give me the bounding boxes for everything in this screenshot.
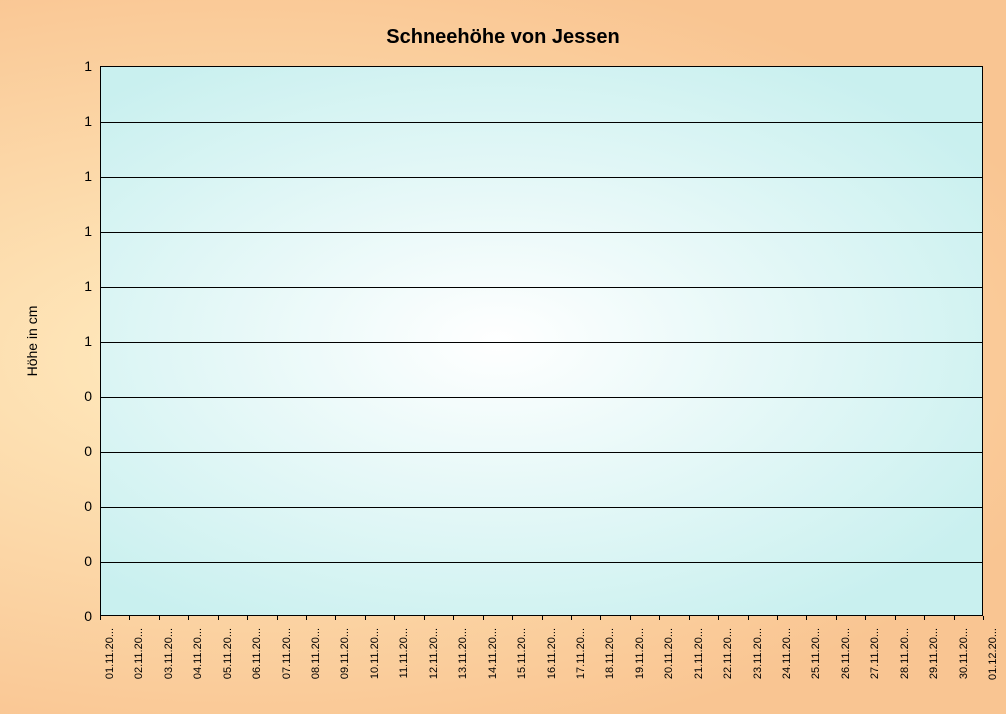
x-tick-label: 17.11.20...: [575, 628, 587, 679]
y-tick-label: 0: [52, 608, 92, 624]
x-tick-mark: [895, 616, 896, 620]
y-tick-label: 1: [52, 278, 92, 294]
gridline: [101, 122, 982, 123]
x-tick-label: 24.11.20...: [781, 628, 793, 679]
x-tick-label: 01.11.20...: [104, 628, 116, 679]
x-tick-mark: [188, 616, 189, 620]
x-tick-label: 29.11.20...: [928, 628, 940, 679]
x-tick-label: 15.11.20...: [516, 628, 528, 679]
chart-title: Schneehöhe von Jessen: [0, 26, 1006, 49]
x-tick-mark: [306, 616, 307, 620]
x-tick-mark: [424, 616, 425, 620]
x-tick-label: 27.11.20...: [869, 628, 881, 679]
x-tick-mark: [100, 616, 101, 620]
x-tick-label: 25.11.20...: [810, 628, 822, 679]
y-axis-label: Höhe in cm: [24, 306, 40, 377]
x-tick-label: 18.11.20...: [604, 628, 616, 679]
gridline: [101, 452, 982, 453]
x-tick-mark: [836, 616, 837, 620]
y-tick-label: 0: [52, 443, 92, 459]
gridline: [101, 232, 982, 233]
x-tick-label: 19.11.20...: [634, 628, 646, 679]
x-tick-mark: [748, 616, 749, 620]
x-tick-label: 08.11.20...: [310, 628, 322, 679]
y-tick-label: 1: [52, 113, 92, 129]
x-tick-mark: [571, 616, 572, 620]
gridline: [101, 562, 982, 563]
x-tick-mark: [394, 616, 395, 620]
y-tick-label: 1: [52, 223, 92, 239]
x-tick-mark: [806, 616, 807, 620]
plot-area: [100, 66, 983, 616]
x-tick-label: 30.11.20...: [958, 628, 970, 679]
x-tick-label: 10.11.20...: [369, 628, 381, 679]
gridline: [101, 287, 982, 288]
x-tick-mark: [983, 616, 984, 620]
chart-container: Schneehöhe von Jessen Höhe in cm 0000011…: [0, 0, 1006, 714]
x-tick-label: 07.11.20...: [281, 628, 293, 679]
x-tick-label: 28.11.20...: [899, 628, 911, 679]
x-tick-mark: [630, 616, 631, 620]
x-tick-mark: [600, 616, 601, 620]
x-tick-mark: [247, 616, 248, 620]
x-tick-label: 04.11.20...: [192, 628, 204, 679]
y-tick-label: 0: [52, 498, 92, 514]
x-tick-label: 12.11.20...: [428, 628, 440, 679]
x-tick-mark: [865, 616, 866, 620]
gridline: [101, 397, 982, 398]
x-tick-label: 20.11.20...: [663, 628, 675, 679]
x-tick-mark: [689, 616, 690, 620]
x-tick-mark: [777, 616, 778, 620]
x-tick-label: 22.11.20...: [722, 628, 734, 679]
x-tick-mark: [542, 616, 543, 620]
x-tick-mark: [512, 616, 513, 620]
gridline: [101, 177, 982, 178]
x-tick-mark: [218, 616, 219, 620]
x-tick-label: 26.11.20...: [840, 628, 852, 679]
x-tick-mark: [954, 616, 955, 620]
x-tick-label: 05.11.20...: [222, 628, 234, 679]
x-tick-label: 03.11.20...: [163, 628, 175, 679]
y-tick-label: 1: [52, 168, 92, 184]
x-tick-mark: [159, 616, 160, 620]
x-tick-mark: [718, 616, 719, 620]
x-tick-label: 11.11.20...: [398, 628, 410, 678]
x-tick-label: 06.11.20...: [251, 628, 263, 679]
y-tick-label: 1: [52, 58, 92, 74]
x-tick-mark: [483, 616, 484, 620]
x-tick-label: 21.11.20...: [693, 628, 705, 679]
y-tick-label: 0: [52, 388, 92, 404]
x-tick-mark: [335, 616, 336, 620]
x-tick-mark: [277, 616, 278, 620]
x-tick-label: 09.11.20...: [339, 628, 351, 679]
x-tick-label: 02.11.20...: [133, 628, 145, 679]
gridline: [101, 507, 982, 508]
x-tick-mark: [365, 616, 366, 620]
x-tick-label: 16.11.20...: [546, 628, 558, 679]
gridline: [101, 342, 982, 343]
x-tick-mark: [453, 616, 454, 620]
y-tick-label: 1: [52, 333, 92, 349]
x-tick-label: 01.12.20...: [987, 628, 999, 680]
x-tick-mark: [924, 616, 925, 620]
x-tick-label: 14.11.20...: [487, 628, 499, 679]
x-tick-label: 23.11.20...: [752, 628, 764, 679]
x-tick-label: 13.11.20...: [457, 628, 469, 679]
x-tick-mark: [129, 616, 130, 620]
x-tick-mark: [659, 616, 660, 620]
y-tick-label: 0: [52, 553, 92, 569]
